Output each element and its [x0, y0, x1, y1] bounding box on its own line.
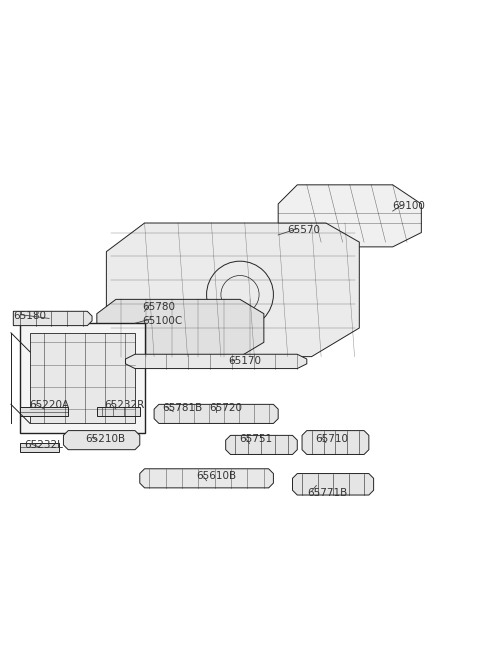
Text: 65570: 65570 [288, 225, 321, 235]
Polygon shape [21, 323, 144, 433]
Polygon shape [63, 430, 140, 450]
Text: 65180: 65180 [13, 311, 46, 321]
Text: 65210B: 65210B [85, 434, 125, 443]
Polygon shape [97, 407, 140, 417]
Text: 65220A: 65220A [29, 400, 69, 410]
Polygon shape [140, 469, 274, 488]
Text: 65720: 65720 [209, 403, 242, 413]
Polygon shape [226, 436, 297, 455]
Polygon shape [107, 223, 360, 357]
Polygon shape [13, 312, 92, 325]
Polygon shape [154, 404, 278, 423]
Text: 65751: 65751 [239, 434, 272, 443]
Text: 65710: 65710 [315, 434, 348, 443]
Text: 65780: 65780 [142, 302, 175, 312]
Text: 65100C: 65100C [142, 316, 182, 326]
Polygon shape [292, 474, 373, 495]
Text: 65610B: 65610B [196, 471, 236, 481]
Polygon shape [125, 354, 307, 369]
Polygon shape [278, 185, 421, 247]
Text: 65170: 65170 [228, 356, 261, 367]
Polygon shape [30, 333, 135, 423]
Polygon shape [21, 443, 59, 452]
Text: 69100: 69100 [393, 201, 426, 211]
Text: 65232L: 65232L [24, 440, 63, 450]
Polygon shape [21, 407, 68, 417]
Polygon shape [97, 299, 264, 357]
Polygon shape [302, 430, 369, 455]
Text: 65771B: 65771B [307, 487, 347, 498]
Text: 65781B: 65781B [163, 403, 203, 413]
Text: 65232R: 65232R [104, 400, 144, 410]
